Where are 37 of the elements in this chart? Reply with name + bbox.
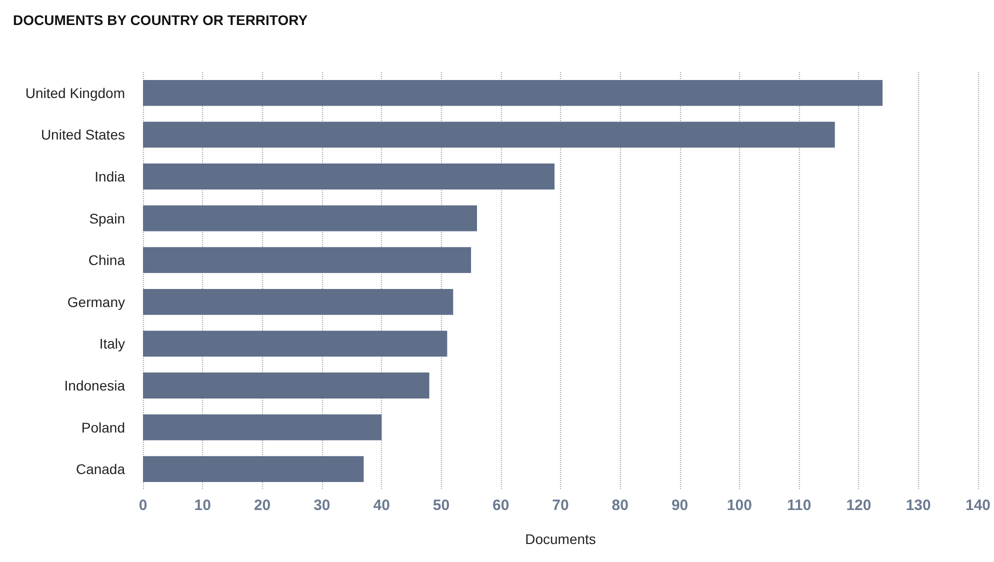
x-axis-title: Documents [525, 531, 596, 547]
x-tick-label: 140 [965, 497, 991, 514]
x-tick-label: 20 [254, 497, 271, 514]
x-tick-label: 10 [194, 497, 211, 514]
x-tick-label: 130 [906, 497, 931, 514]
x-tick-label: 40 [373, 497, 390, 514]
bar [143, 456, 364, 482]
bar [143, 122, 835, 148]
y-tick-label: Italy [99, 336, 125, 352]
x-tick-label: 50 [432, 497, 450, 514]
y-tick-label: Spain [89, 210, 125, 226]
y-tick-label: Germany [67, 294, 125, 310]
x-tick-label: 100 [726, 497, 752, 514]
x-tick-label: 0 [138, 497, 148, 514]
y-tick-label: United States [40, 126, 125, 143]
bar [143, 205, 477, 232]
chart-title: DOCUMENTS BY COUNTRY OR TERRITORY [13, 12, 308, 28]
bar [143, 247, 472, 274]
y-tick-label: India [94, 168, 126, 184]
bar [143, 414, 382, 440]
x-tick-label: 120 [846, 497, 872, 514]
x-tick-label: 90 [671, 497, 688, 514]
bar [143, 80, 883, 106]
x-tick-label: 80 [612, 497, 628, 514]
y-tick-label: Canada [76, 461, 126, 478]
bar [143, 288, 454, 315]
x-tick-label: 30 [314, 497, 330, 514]
y-tick-label: Poland [81, 419, 125, 436]
bar [143, 164, 555, 190]
x-tick-label: 70 [552, 497, 569, 514]
bar [143, 330, 448, 357]
bar [143, 372, 430, 398]
y-tick-label: Indonesia [64, 378, 126, 394]
y-tick-label: United Kingdom [25, 84, 125, 101]
y-tick-label: China [88, 252, 126, 268]
x-tick-label: 60 [492, 497, 510, 514]
x-tick-label: 110 [786, 497, 812, 514]
